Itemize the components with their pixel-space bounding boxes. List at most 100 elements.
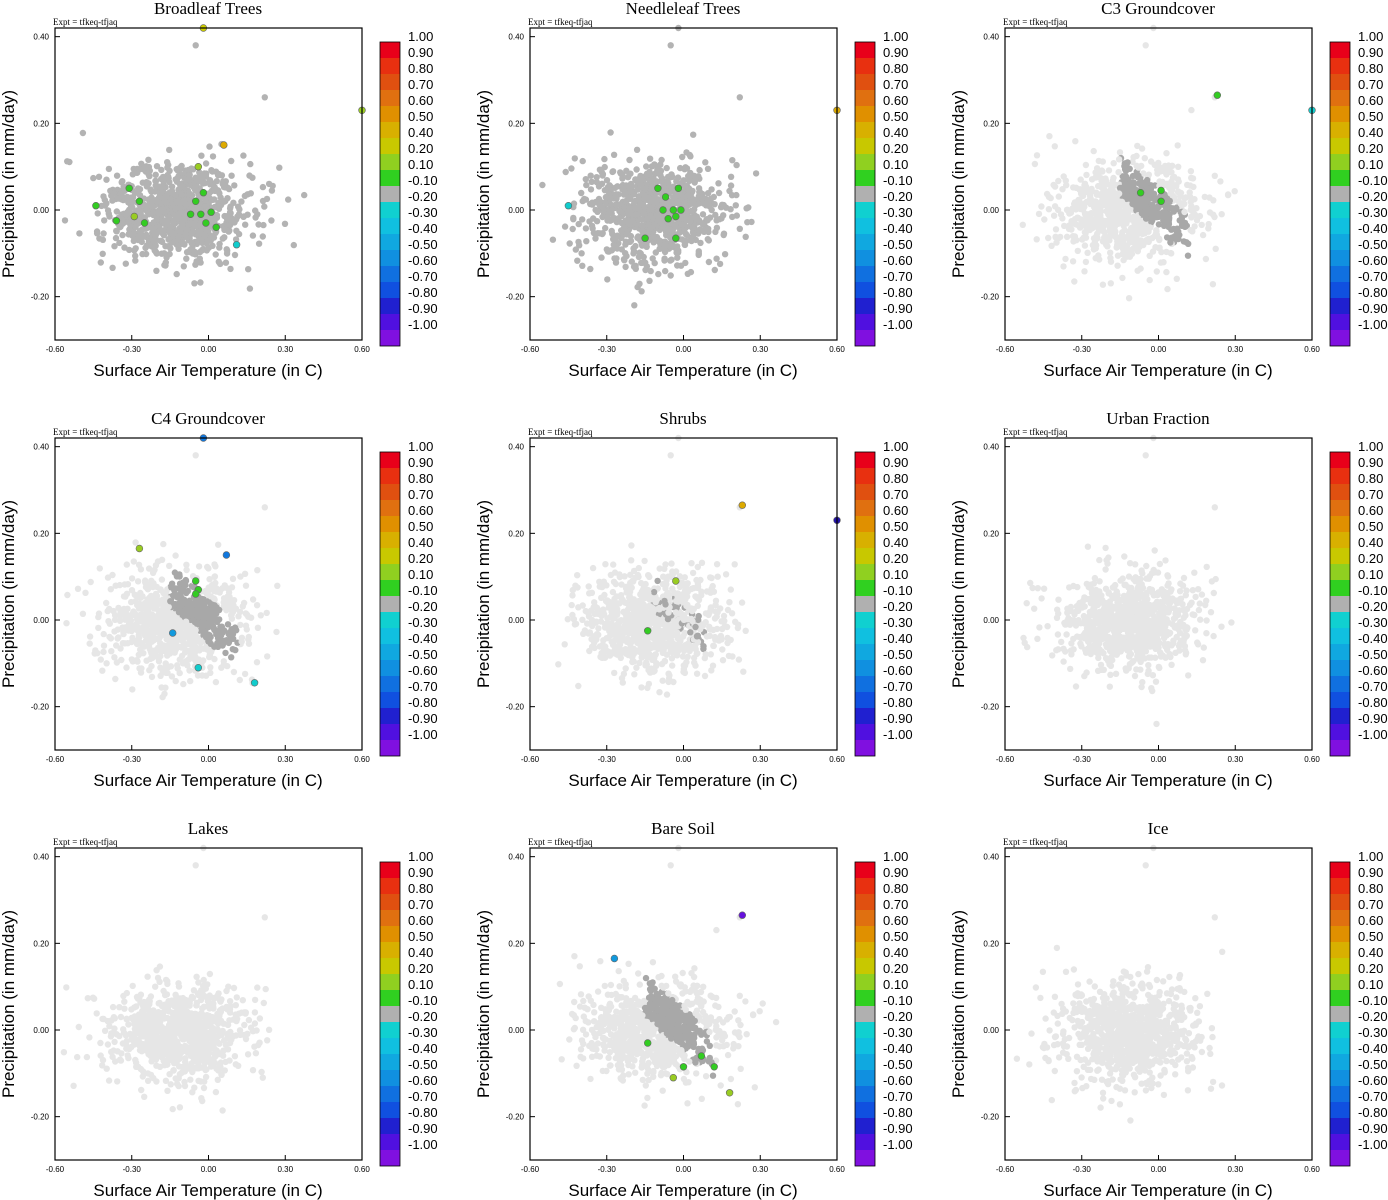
colorbar-label: 0.10	[883, 157, 908, 172]
x-axis-label: Surface Air Temperature (in C)	[1043, 361, 1272, 380]
cloud-point	[1060, 173, 1067, 180]
cloud-point	[158, 556, 166, 563]
cloud-point	[177, 181, 184, 189]
cloud-point	[225, 185, 233, 193]
cloud-point	[637, 181, 645, 188]
cloud-point	[167, 598, 174, 605]
cloud-point	[731, 561, 738, 568]
colorbar-swatch	[855, 532, 875, 548]
cloud-point	[624, 635, 631, 642]
cloud-point	[168, 183, 176, 190]
colorbar-label: 0.10	[1358, 157, 1383, 172]
cloud-point	[100, 193, 107, 200]
cloud-point	[129, 686, 136, 693]
cloud-point	[610, 151, 618, 158]
cloud-point	[700, 200, 707, 207]
cloud-point	[606, 208, 613, 215]
cloud-point	[242, 622, 250, 629]
experiment-label: Expt = tfkeq-tfjaq	[528, 17, 593, 27]
cloud-point	[142, 225, 149, 232]
cloud-point	[663, 691, 671, 698]
cloud-point	[187, 219, 195, 227]
cloud-point	[165, 603, 172, 611]
cloud-point	[607, 571, 615, 579]
colorbar-label: 0.80	[883, 61, 908, 76]
cloud-point	[1150, 204, 1157, 212]
cloud-point	[646, 277, 653, 284]
cloud-point	[712, 211, 719, 219]
cloud-point	[227, 203, 234, 210]
cloud-point	[100, 648, 107, 656]
cloud-point	[592, 235, 599, 242]
cloud-point	[683, 237, 690, 245]
cloud-point	[187, 230, 195, 237]
cloud-point	[276, 164, 283, 171]
x-tick-label: 0.00	[676, 755, 692, 764]
cloud-point	[621, 573, 628, 580]
cloud-point	[630, 250, 637, 257]
cloud-point	[263, 195, 271, 203]
cloud-point	[620, 256, 628, 263]
cloud-point	[600, 578, 607, 585]
cloud-point	[212, 678, 220, 686]
cloud-point	[1218, 211, 1225, 218]
cloud-point	[106, 605, 113, 613]
cloud-point	[168, 673, 176, 680]
cloud-point	[1173, 275, 1180, 282]
cloud-point	[253, 602, 261, 609]
cloud-point	[116, 239, 123, 247]
cloud-point	[82, 589, 89, 596]
cloud-point	[1181, 195, 1188, 202]
cloud-point	[179, 630, 186, 637]
cloud-point	[1051, 183, 1059, 190]
cloud-point	[213, 610, 220, 617]
cloud-point	[197, 227, 204, 235]
cloud-point	[701, 672, 709, 680]
cloud-point	[716, 260, 724, 268]
colorbar-swatch	[1330, 58, 1350, 74]
highlight-point	[125, 184, 133, 193]
colorbar-label: 0.50	[883, 109, 908, 124]
cloud-point	[241, 570, 249, 577]
y-tick-label: 0.40	[33, 33, 49, 42]
colorbar-border	[854, 41, 876, 347]
cloud-point	[697, 226, 704, 233]
cloud-point	[636, 602, 644, 610]
cloud-point	[123, 211, 130, 218]
cloud-point	[599, 654, 606, 661]
cloud-point	[1125, 235, 1133, 242]
background-cloud	[1020, 434, 1235, 728]
cloud-point	[150, 602, 157, 609]
cloud-point	[206, 576, 213, 583]
cloud-point	[655, 270, 662, 278]
colorbar-swatch	[380, 532, 400, 548]
cloud-point	[690, 230, 698, 238]
cloud-point	[601, 155, 608, 163]
cloud-point	[214, 172, 222, 179]
cloud-point	[87, 578, 94, 586]
cloud-point	[161, 250, 168, 257]
cloud-point	[155, 183, 162, 190]
cloud-point	[588, 620, 595, 627]
cloud-point	[630, 245, 637, 252]
cloud-point	[165, 236, 172, 243]
cloud-point	[1079, 222, 1087, 229]
cloud-point	[629, 611, 636, 619]
cloud-point	[217, 623, 224, 631]
cloud-point	[211, 217, 218, 225]
cloud-point	[626, 195, 634, 202]
cloud-point	[625, 173, 632, 181]
cloud-point	[740, 668, 747, 675]
colorbar: 1.000.900.800.700.600.500.400.200.10-0.1…	[379, 439, 438, 757]
cloud-point	[752, 170, 760, 177]
cloud-point	[583, 238, 590, 245]
cloud-point	[668, 171, 675, 178]
cloud-point	[112, 675, 119, 683]
cloud-point	[702, 159, 709, 166]
cloud-point	[110, 190, 118, 197]
cloud-point	[1153, 268, 1160, 275]
cloud-point	[152, 177, 160, 185]
cloud-point	[679, 153, 686, 161]
cloud-point	[674, 598, 682, 605]
colorbar-swatch	[380, 708, 400, 724]
